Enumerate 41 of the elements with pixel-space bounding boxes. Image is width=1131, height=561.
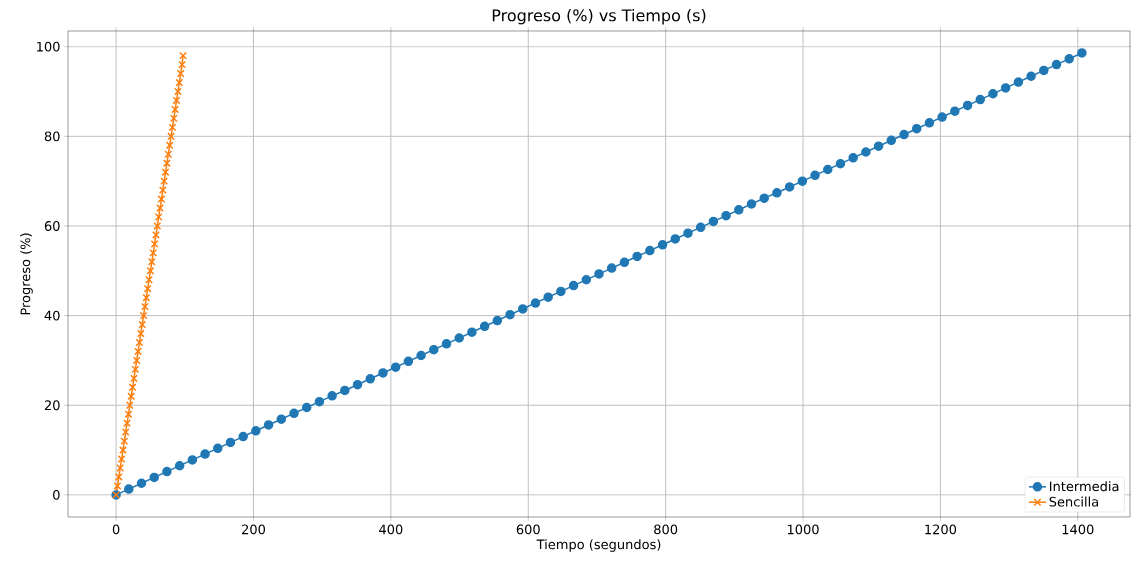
- y-tick-label: 60: [44, 221, 60, 231]
- point: [141, 302, 149, 311]
- point: [168, 123, 177, 132]
- point: [136, 329, 145, 338]
- chart-title: Progreso (%) vs Tiempo (s): [492, 8, 706, 25]
- point: [139, 311, 148, 320]
- x-tick-label: 0: [112, 524, 120, 535]
- y-axis-title: Progreso (%): [20, 233, 33, 315]
- point: [147, 257, 156, 266]
- point: [163, 159, 171, 168]
- x-tick-label: 1200: [925, 524, 957, 535]
- point: [167, 132, 175, 141]
- legend-label: Intermedia: [1049, 481, 1119, 492]
- y-tick-label: 20: [44, 400, 60, 411]
- point: [131, 365, 140, 374]
- x-tick-label: 800: [654, 524, 678, 535]
- y-tick-label: 100: [37, 41, 60, 52]
- x-tick-label: 600: [516, 524, 540, 535]
- point: [119, 446, 127, 454]
- point: [164, 150, 173, 159]
- x-tick-label: 1000: [787, 524, 819, 535]
- x-tick-label: 400: [379, 524, 403, 535]
- point: [149, 248, 158, 257]
- point: [132, 356, 141, 365]
- legend-label: Sencilla: [1049, 496, 1098, 507]
- y-tick-label: 40: [44, 310, 60, 321]
- point: [143, 284, 152, 293]
- point: [152, 230, 160, 239]
- x-axis-title: Tiempo (segundos): [536, 539, 661, 552]
- point: [125, 401, 134, 410]
- point: [156, 204, 164, 212]
- point: [114, 473, 123, 481]
- x-tick-label: 200: [242, 524, 266, 535]
- point: [160, 177, 169, 186]
- point: [135, 338, 144, 347]
- point: [172, 96, 181, 105]
- y-tick-label: 80: [44, 131, 60, 142]
- point: [142, 293, 151, 302]
- point: [165, 141, 174, 150]
- y-tick-label: 0: [53, 489, 60, 500]
- x-tick-label: 1400: [1062, 524, 1094, 535]
